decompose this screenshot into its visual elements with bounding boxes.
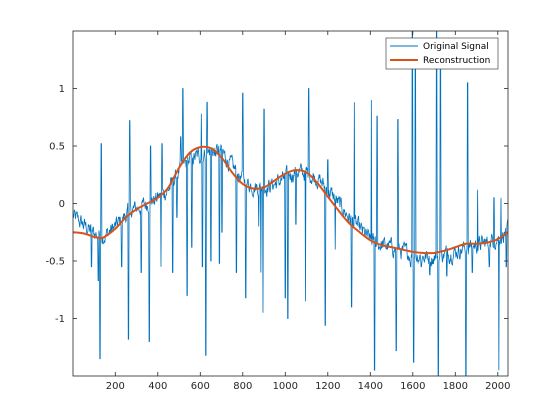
series-layer [73,31,508,376]
legend: Original Signal Reconstruction [385,37,499,70]
x-tick-label: 1800 [443,381,468,392]
y-tick-label: 0.5 [49,142,65,153]
plot-area [73,31,508,376]
x-tick-label: 600 [191,381,210,392]
x-tick-label: 1600 [400,381,425,392]
series-line-reconstruction [73,145,508,255]
legend-label-reconstruction: Reconstruction [423,56,490,66]
x-tick-label: 1400 [358,381,383,392]
y-tick-label: 0 [59,199,65,210]
x-tick-label: 2000 [485,381,510,392]
legend-label-original-signal: Original Signal [423,42,489,52]
x-tick-label: 200 [106,381,125,392]
x-tick-label: 1200 [315,381,340,392]
x-tick-label: 800 [233,381,252,392]
ticks-layer: 200 400 600 800 1000 1200 1400 1600 1800 2000 -1 -0… [45,31,511,392]
x-tick-label: 1000 [273,381,298,392]
legend-box [385,37,499,70]
y-tick-label: 1 [59,84,65,95]
y-tick-label: -0.5 [45,257,65,268]
x-tick-label: 400 [148,381,167,392]
y-tick-label: -1 [55,314,65,325]
